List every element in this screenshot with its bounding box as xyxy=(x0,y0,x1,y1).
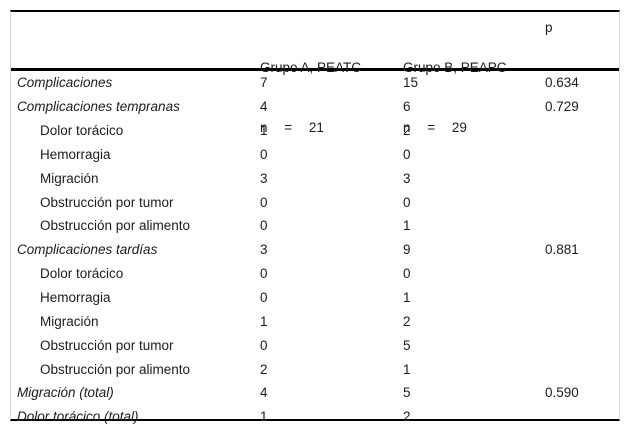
cell-group-b: 2 xyxy=(403,313,411,329)
header-group-b-title: Grupo B, PEAPC xyxy=(403,60,507,75)
cell-group-b: 15 xyxy=(403,75,419,91)
table-row: Migración 1 2 xyxy=(11,309,619,333)
table-row: Dolor torácico 1 2 xyxy=(11,119,619,143)
cell-group-b: 2 xyxy=(403,409,411,425)
cell-group-a: 1 xyxy=(260,409,268,425)
cell-group-a: 7 xyxy=(260,75,268,91)
cell-p: 0.729 xyxy=(545,99,579,115)
cell-group-a: 0 xyxy=(260,337,268,353)
row-label: Dolor torácico xyxy=(40,266,124,282)
cell-group-b: 9 xyxy=(403,242,411,258)
cell-group-b: 0 xyxy=(403,194,411,210)
cell-group-b: 1 xyxy=(403,361,411,377)
table-row: Dolor torácico 0 0 xyxy=(11,262,619,286)
cell-group-b: 0 xyxy=(403,266,411,282)
table-row: Obstrucción por alimento 0 1 xyxy=(11,214,619,238)
row-label: Dolor torácico xyxy=(40,123,124,139)
cell-group-a: 0 xyxy=(260,146,268,162)
cell-p: 0.590 xyxy=(545,385,579,401)
cell-p: 0.881 xyxy=(545,242,579,258)
cell-group-b: 0 xyxy=(403,146,411,162)
cell-p: 0.634 xyxy=(545,75,579,91)
cell-group-b: 6 xyxy=(403,99,411,115)
header-p: p xyxy=(545,20,553,35)
row-label: Complicaciones tardías xyxy=(17,242,158,258)
row-label: Migración xyxy=(40,313,99,329)
header-group-a-title: Grupo A, PEATC xyxy=(260,60,362,75)
row-label: Hemorragia xyxy=(40,290,111,306)
header-group-b: Grupo B, PEAPC n = 29 xyxy=(403,18,545,178)
row-label: Migración (total) xyxy=(17,385,114,401)
cell-group-a: 4 xyxy=(260,99,268,115)
cell-group-a: 0 xyxy=(260,290,268,306)
table-row: Complicaciones tardías 3 9 0.881 xyxy=(11,238,619,262)
table-row: Obstrucción por tumor 0 5 xyxy=(11,333,619,357)
table-row: Complicaciones tempranas 4 6 0.729 xyxy=(11,95,619,119)
table-row: Complicaciones 7 15 0.634 xyxy=(11,71,619,95)
table-row: Obstrucción por alimento 2 1 xyxy=(11,357,619,381)
table-row: Hemorragia 0 0 xyxy=(11,143,619,167)
complications-table: Grupo A, PEATC n = 21 Grupo B, PEAPC n =… xyxy=(10,10,620,424)
row-label: Obstrucción por tumor xyxy=(40,194,174,210)
cell-group-b: 3 xyxy=(403,170,411,186)
cell-group-a: 3 xyxy=(260,170,268,186)
cell-group-a: 1 xyxy=(260,313,268,329)
cell-group-a: 0 xyxy=(260,218,268,234)
cell-group-b: 5 xyxy=(403,385,411,401)
table-row: Migración 3 3 xyxy=(11,166,619,190)
cell-group-b: 1 xyxy=(403,290,411,306)
row-label: Complicaciones tempranas xyxy=(17,99,180,115)
cell-group-a: 0 xyxy=(260,266,268,282)
cell-group-b: 5 xyxy=(403,337,411,353)
header-group-b-n: n = 29 xyxy=(403,120,467,135)
row-label: Obstrucción por tumor xyxy=(40,337,174,353)
row-label: Hemorragia xyxy=(40,146,111,162)
cell-group-b: 1 xyxy=(403,218,411,234)
row-label: Obstrucción por alimento xyxy=(40,361,191,377)
table-body: Complicaciones 7 15 0.634 Complicaciones… xyxy=(11,71,619,429)
cell-group-a: 1 xyxy=(260,123,268,139)
row-label: Migración xyxy=(40,170,99,186)
cell-group-a: 2 xyxy=(260,361,268,377)
cell-group-b: 2 xyxy=(403,123,411,139)
row-label: Dolor torácico (total) xyxy=(17,409,139,425)
table-row: Hemorragia 0 1 xyxy=(11,286,619,310)
cell-group-a: 0 xyxy=(260,194,268,210)
row-label: Obstrucción por alimento xyxy=(40,218,191,234)
table-row: Dolor torácico (total) 1 2 xyxy=(11,405,619,429)
header-group-a: Grupo A, PEATC n = 21 xyxy=(260,18,403,178)
table-row: Migración (total) 4 5 0.590 xyxy=(11,381,619,405)
header-group-a-n: n = 21 xyxy=(260,120,324,135)
cell-group-a: 4 xyxy=(260,385,268,401)
row-label: Complicaciones xyxy=(17,75,113,91)
cell-group-a: 3 xyxy=(260,242,268,258)
table-header-row: Grupo A, PEATC n = 21 Grupo B, PEAPC n =… xyxy=(11,12,619,135)
table-row: Obstrucción por tumor 0 0 xyxy=(11,190,619,214)
